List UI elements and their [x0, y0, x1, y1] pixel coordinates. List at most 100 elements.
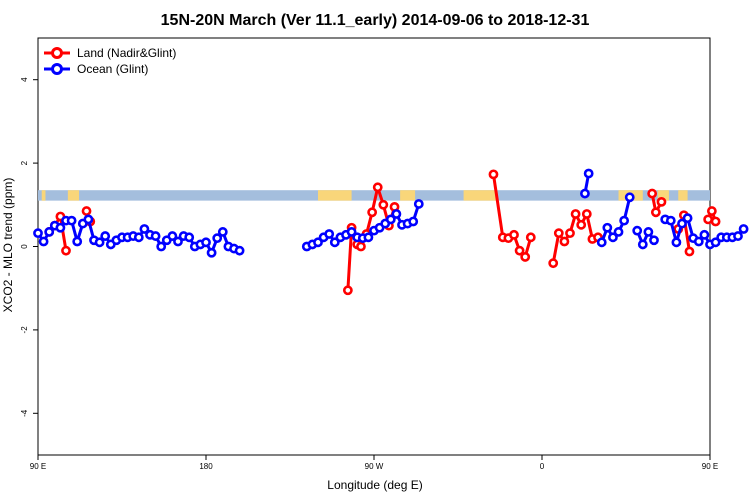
series-ocean-point-3-0: [596, 237, 607, 248]
series-land-point-4-6: [581, 209, 592, 219]
series-ocean-point-0-9: [83, 214, 94, 225]
x-tick-label-2: 90 W: [365, 462, 384, 471]
series-ocean-point-0-0: [33, 228, 43, 239]
series-ocean-point-1-16: [391, 209, 402, 219]
series-ocean-point-4-0: [632, 225, 643, 236]
series-ocean-point-4-2: [643, 227, 654, 237]
series-land-point-4-1: [553, 228, 564, 239]
series-ocean-point-5-13: [733, 231, 743, 241]
series-land-point-5-0: [647, 188, 658, 199]
y-tick-label-1: -2: [20, 326, 29, 334]
y-tick-label-3: 2: [20, 160, 29, 165]
series-ocean-point-4-1: [637, 239, 648, 250]
x-tick-label-3: 0: [540, 462, 545, 471]
x-tick-label-4: 90 E: [702, 462, 718, 471]
series-ocean-point-5-2: [671, 237, 682, 248]
surface-band-land-3: [400, 190, 416, 201]
surface-band-land-2: [318, 190, 352, 201]
series-land-point-2-3: [356, 241, 366, 252]
series-ocean-point-0-12: [100, 231, 111, 241]
series-ocean-point-0-25: [173, 236, 183, 247]
legend-land-swatch-marker: [51, 47, 63, 59]
x-tick-label-1: 180: [199, 462, 213, 471]
x-tick-label-0: 90 E: [30, 462, 46, 471]
x-axis-label: Longitude (deg E): [327, 478, 422, 492]
series-land-point-5-2: [656, 196, 667, 207]
surface-band-land-0: [41, 190, 46, 201]
series-ocean-point-0-32: [212, 233, 223, 244]
series-land-point-6-2: [684, 246, 695, 257]
series-ocean-point-3-2: [608, 232, 618, 243]
series-land-point-7-2: [710, 216, 721, 227]
series-ocean-line-4: [635, 230, 656, 246]
series-ocean-point-2-0: [580, 188, 590, 199]
surface-band-ocean: [38, 190, 710, 201]
series-ocean-point-0-30: [201, 237, 211, 248]
series-land-point-4-5: [576, 219, 587, 230]
series-ocean-point-0-4: [55, 222, 66, 233]
series-ocean-point-0-18: [133, 232, 144, 243]
series-ocean-point-3-3: [613, 227, 624, 237]
chart-title: 15N-20N March (Ver 11.1_early) 2014-09-0…: [161, 12, 590, 29]
surface-band-land-1: [67, 190, 80, 201]
legend: Land (Nadir&Glint) Ocean (Glint): [44, 46, 176, 76]
series-ocean-point-0-1: [38, 236, 49, 247]
series-ocean-point-3-4: [619, 215, 630, 226]
series-ocean-point-3-1: [602, 222, 613, 233]
series-land-point-3-0: [488, 169, 499, 180]
series-land-point-2-6: [372, 182, 383, 193]
series-ocean-point-1-20: [413, 199, 424, 209]
series-ocean-point-1-5: [329, 237, 340, 248]
series-ocean-point-1-4: [324, 229, 335, 239]
series-land-point-7-1: [706, 206, 717, 216]
series-ocean-point-1-19: [408, 216, 419, 227]
series-ocean-point-1-8: [346, 227, 357, 237]
series-land-point-1-0: [81, 206, 92, 216]
series-ocean-point-5-1: [665, 215, 676, 226]
surface-band-land-4: [463, 190, 498, 201]
y-tick-label-0: -4: [20, 409, 29, 417]
series-ocean-point-0-7: [72, 236, 83, 247]
series-ocean-point-0-6: [66, 215, 77, 226]
series-land-point-4-3: [565, 228, 575, 239]
series-ocean-point-0-2: [44, 227, 55, 237]
legend-land-label: Land (Nadir&Glint): [77, 46, 176, 60]
surface-band-land-7: [678, 190, 688, 201]
series-ocean-point-5-9: [710, 237, 721, 248]
series-ocean-point-0-11: [94, 237, 105, 248]
series-ocean-point-3-5: [624, 192, 635, 203]
series-land-point-4-0: [548, 258, 559, 269]
series-land-point-3-3: [509, 229, 519, 240]
series-ocean-point-1-15: [385, 214, 396, 225]
legend-ocean-swatch-marker: [51, 63, 63, 75]
series-land-point-4-4: [570, 209, 581, 219]
series-ocean-point-5-4: [682, 213, 693, 224]
series-ocean-point-0-27: [184, 232, 195, 243]
series-ocean-point-5-14: [738, 224, 749, 234]
plot-frame: [37, 37, 711, 456]
series-land-line-3: [491, 174, 533, 259]
series-ocean-point-5-6: [693, 236, 704, 247]
series-land-point-3-5: [520, 252, 531, 262]
series-ocean-point-1-2: [313, 237, 323, 248]
series-ocean-point-5-7: [699, 229, 710, 240]
y-tick-label-4: 4: [20, 77, 29, 82]
y-axis-label: XCO2 - MLO trend (ppm): [1, 178, 15, 313]
series-ocean-point-0-31: [206, 247, 217, 258]
series-ocean-point-0-36: [234, 245, 245, 256]
series-ocean-point-0-24: [167, 231, 178, 241]
series-land-point-5-1: [650, 207, 661, 218]
series-ocean-point-2-1: [583, 168, 594, 179]
series-ocean-point-0-21: [150, 231, 161, 241]
series-ocean-point-1-11: [363, 232, 374, 243]
legend-ocean-label: Ocean (Glint): [77, 62, 148, 76]
series-land-point-4-2: [559, 236, 570, 247]
series-land-point-7-0: [703, 214, 714, 225]
series-ocean-point-0-22: [156, 241, 167, 252]
series-land-point-2-7: [378, 199, 389, 210]
series-land-point-3-4: [514, 245, 525, 256]
series-land-point-2-5: [367, 207, 378, 218]
series-ocean-point-0-33: [217, 227, 228, 237]
series-ocean-point-5-3: [677, 218, 687, 229]
